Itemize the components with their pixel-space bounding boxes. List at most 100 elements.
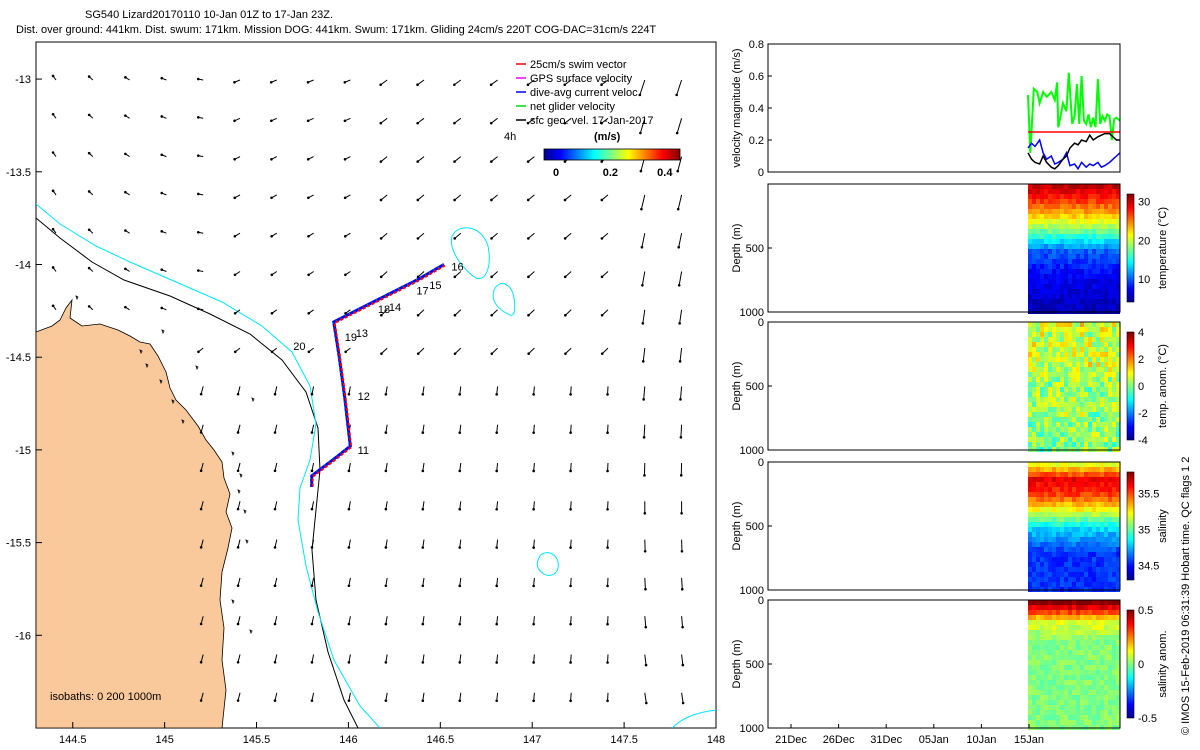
- heatmap-cell: [1104, 635, 1108, 640]
- heatmap-cell: [1044, 214, 1048, 219]
- heatmap-cell: [1068, 407, 1072, 412]
- velocity-vector: [528, 271, 535, 278]
- heatmap-cell: [1044, 367, 1048, 372]
- velocity-vector-head: [458, 393, 462, 396]
- heatmap-cell: [1092, 367, 1096, 372]
- heatmap-cell: [1068, 640, 1072, 645]
- heatmap-cell: [1108, 547, 1112, 552]
- y-tick-label: 500: [746, 243, 764, 255]
- heatmap-cell: [1044, 630, 1048, 635]
- heatmap-cell: [1116, 660, 1120, 665]
- heatmap-cell: [1064, 605, 1068, 610]
- heatmap-cell: [1080, 362, 1084, 367]
- heatmap-cell: [1084, 194, 1088, 199]
- heatmap-cell: [1068, 645, 1072, 650]
- heatmap-cell: [1044, 402, 1048, 407]
- heatmap-cell: [1084, 710, 1088, 715]
- heatmap-cell: [1040, 572, 1044, 577]
- heatmap-cell: [1072, 357, 1076, 362]
- heatmap-cell: [1072, 397, 1076, 402]
- heatmap-cell: [1060, 244, 1064, 249]
- heatmap-cell: [1096, 685, 1100, 690]
- heatmap-cell: [1112, 502, 1116, 507]
- heatmap-cell: [1052, 289, 1056, 294]
- heatmap-cell: [1040, 552, 1044, 557]
- heatmap-cell: [1100, 670, 1104, 675]
- velocity-vector-head: [270, 196, 273, 200]
- heatmap-cell: [1104, 680, 1108, 685]
- heatmap-cell: [1036, 184, 1040, 189]
- heatmap-cell: [1076, 720, 1080, 725]
- heatmap-cell: [1032, 700, 1036, 705]
- heatmap-cell: [1092, 357, 1096, 362]
- heatmap-cell: [1060, 264, 1064, 269]
- heatmap-cell: [1084, 542, 1088, 547]
- colorbar-tick-label: 0: [1138, 659, 1144, 671]
- legend-label: dive-avg current veloc.: [530, 87, 641, 99]
- heatmap-cell: [1096, 189, 1100, 194]
- heatmap-cell: [1068, 477, 1072, 482]
- heatmap-cell: [1084, 234, 1088, 239]
- velocity-vector-head: [421, 393, 425, 396]
- heatmap-cell: [1072, 680, 1076, 685]
- heatmap-cell: [1104, 342, 1108, 347]
- heatmap-cell: [1068, 332, 1072, 337]
- velocity-vector-head: [51, 74, 55, 78]
- velocity-vector: [459, 424, 462, 433]
- heatmap-cell: [1040, 422, 1044, 427]
- velocity-vector: [459, 501, 462, 510]
- legend-label: GPS surface velocity: [530, 73, 633, 85]
- velocity-vector: [422, 462, 425, 471]
- heatmap-cell: [1044, 645, 1048, 650]
- heatmap-cell: [1068, 600, 1072, 605]
- heatmap-cell: [1064, 552, 1068, 557]
- velocity-vector-head: [606, 469, 609, 473]
- heatmap-cell: [1104, 189, 1108, 194]
- velocity-vector-head: [563, 198, 567, 202]
- velocity-vector-head: [421, 546, 425, 549]
- heatmap-cell: [1032, 705, 1036, 710]
- heatmap-cell: [1036, 407, 1040, 412]
- velocity-vector-head: [679, 436, 683, 439]
- heatmap-cell: [1096, 259, 1100, 264]
- heatmap-cell: [1064, 407, 1068, 412]
- heatmap-cell: [1068, 605, 1072, 610]
- heatmap-cell: [1056, 615, 1060, 620]
- heatmap-cell: [1116, 577, 1120, 582]
- heatmap-cell: [1052, 487, 1056, 492]
- heatmap-cell: [1092, 189, 1096, 194]
- heatmap-cell: [1080, 527, 1084, 532]
- heatmap-cell: [1088, 224, 1092, 229]
- heatmap-cell: [1052, 347, 1056, 352]
- heatmap-cell: [1096, 690, 1100, 695]
- heatmap-cell: [1056, 392, 1060, 397]
- heatmap-cell: [1116, 610, 1120, 615]
- heatmap-cell: [1116, 214, 1120, 219]
- heatmap-cell: [1088, 710, 1092, 715]
- heatmap-cell: [1068, 427, 1072, 432]
- heatmap-cell: [1096, 542, 1100, 547]
- heatmap-cell: [1048, 299, 1052, 304]
- heatmap-cell: [1080, 397, 1084, 402]
- heatmap-cell: [1076, 497, 1080, 502]
- heatmap-cell: [1112, 517, 1116, 522]
- heatmap-cell: [1044, 199, 1048, 204]
- heatmap-cell: [1092, 362, 1096, 367]
- y-tick-label: 0.6: [749, 71, 764, 83]
- heatmap-cell: [1084, 650, 1088, 655]
- velocity-vector-head: [569, 699, 572, 703]
- heatmap-cell: [1032, 214, 1036, 219]
- heatmap-cell: [1036, 377, 1040, 382]
- heatmap-cell: [1084, 700, 1088, 705]
- velocity-vector-head: [307, 273, 310, 277]
- heatmap-cell: [1104, 645, 1108, 650]
- colorbar-tick-label: 0.5: [1138, 605, 1153, 617]
- heatmap-cell: [1100, 640, 1104, 645]
- velocity-vector-head: [196, 77, 200, 81]
- heatmap-cell: [1040, 537, 1044, 542]
- heatmap-cell: [1028, 289, 1032, 294]
- heatmap-cell: [1072, 482, 1076, 487]
- heatmap-cell: [1028, 234, 1032, 239]
- heatmap-cell: [1076, 522, 1080, 527]
